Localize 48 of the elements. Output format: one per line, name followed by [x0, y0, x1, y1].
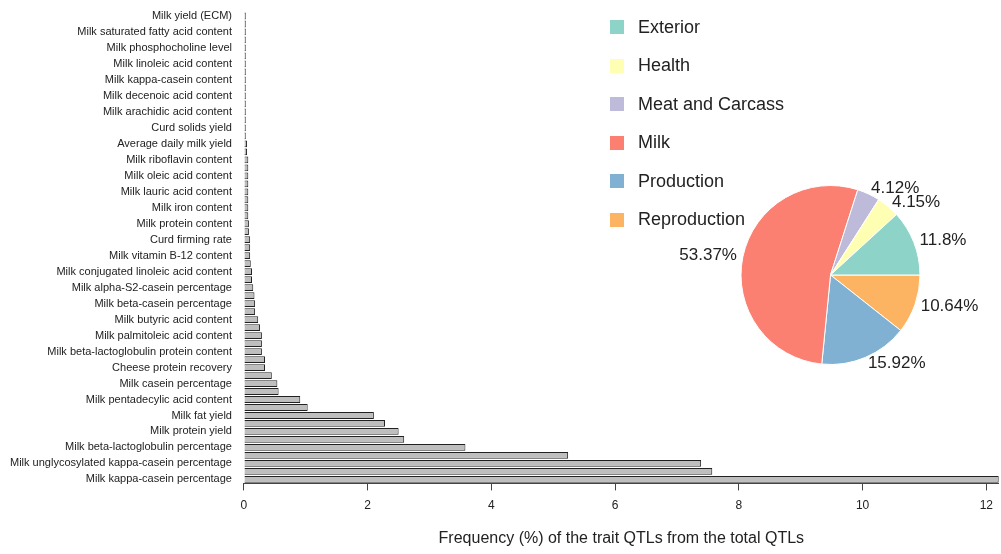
y-tick-label: Milk phosphocholine level	[106, 40, 232, 53]
legend-label: Meat and Carcass	[638, 93, 785, 115]
y-tick-label: Milk palmitoleic acid content	[95, 328, 232, 341]
x-axis-title: Frequency (%) of the trait QTLs from the total QTLs	[438, 528, 805, 546]
y-tick-label: Milk oleic acid content	[124, 168, 232, 181]
y-tick-label: Milk alpha-S2-casein percentage	[71, 280, 232, 293]
y-tick-label: Milk conjugated linoleic acid content	[56, 264, 232, 277]
y-tick-label: Milk kappa-casein content	[104, 72, 232, 85]
x-tick-label: 2	[364, 497, 372, 512]
y-tick-label: Milk vitamin B-12 content	[109, 248, 232, 261]
legend-label: Reproduction	[638, 209, 746, 231]
y-tick-label: Milk lauric acid content	[120, 184, 232, 197]
y-tick-label: Average daily milk yield	[117, 136, 232, 149]
y-tick-label: Milk iron content	[151, 200, 232, 213]
y-tick-label: Milk protein content	[136, 216, 232, 229]
y-tick-label: Milk pentadecylic acid content	[85, 392, 232, 405]
x-tick-label: 0	[240, 497, 248, 512]
y-tick-label: Milk linoleic acid content	[113, 56, 232, 69]
y-tick-label: Milk casein percentage	[119, 376, 232, 389]
x-tick-label: 6	[611, 497, 619, 512]
legend-label: Production	[638, 170, 725, 192]
legend-label: Health	[638, 55, 691, 77]
y-tick-label: Milk beta-lactoglobulin protein content	[47, 344, 232, 357]
y-tick-label: Milk kappa-casein percentage	[85, 472, 232, 485]
x-tick-label: 8	[735, 497, 743, 512]
y-tick-label: Milk saturated fatty acid content	[77, 25, 232, 38]
y-tick-label: Milk arachidic acid content	[102, 104, 232, 117]
y-tick-label: Milk riboflavin content	[126, 152, 232, 165]
y-tick-label: Milk fat yield	[171, 408, 232, 421]
y-tick-label: Cheese protein recovery	[112, 360, 233, 373]
y-tick-label: Milk beta-lactoglobulin percentage	[65, 440, 232, 453]
x-tick-label: 4	[488, 497, 496, 512]
data-label: 10.64%	[920, 296, 979, 316]
y-tick-label: Milk butyric acid content	[114, 312, 232, 325]
y-tick-label: Curd firming rate	[150, 232, 232, 245]
y-tick-label: Milk yield (ECM)	[151, 9, 232, 22]
data-label: 15.92%	[867, 352, 926, 372]
y-tick-label: Curd solids yield	[151, 120, 232, 133]
legend-label: Exterior	[638, 16, 701, 38]
y-tick-label: Milk decenoic acid content	[102, 88, 232, 101]
x-tick-label: 10	[855, 497, 870, 512]
y-tick-label: Milk protein yield	[150, 424, 232, 437]
y-tick-label: Milk unglycosylated kappa-casein percentage	[9, 456, 232, 469]
legend-label: Milk	[638, 132, 670, 154]
data-label: 11.8%	[919, 230, 967, 250]
y-tick-label: Milk beta-casein percentage	[94, 296, 232, 309]
data-label: 53.37%	[679, 245, 737, 265]
x-tick-label: 12	[979, 497, 994, 512]
